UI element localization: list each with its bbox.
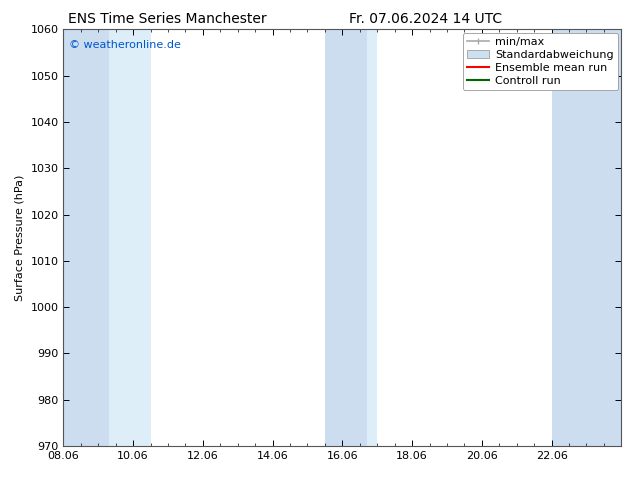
Text: ENS Time Series Manchester: ENS Time Series Manchester [68,12,266,26]
Bar [109,29,150,446]
Text: Fr. 07.06.2024 14 UTC: Fr. 07.06.2024 14 UTC [349,12,502,26]
Bar [366,29,377,446]
Legend: min/max, Standardabweichung, Ensemble mean run, Controll run: min/max, Standardabweichung, Ensemble me… [463,33,618,90]
Bar [63,29,109,446]
Text: © weatheronline.de: © weatheronline.de [69,40,181,50]
Bar [552,29,621,446]
Bar [325,29,366,446]
Y-axis label: Surface Pressure (hPa): Surface Pressure (hPa) [15,174,25,301]
